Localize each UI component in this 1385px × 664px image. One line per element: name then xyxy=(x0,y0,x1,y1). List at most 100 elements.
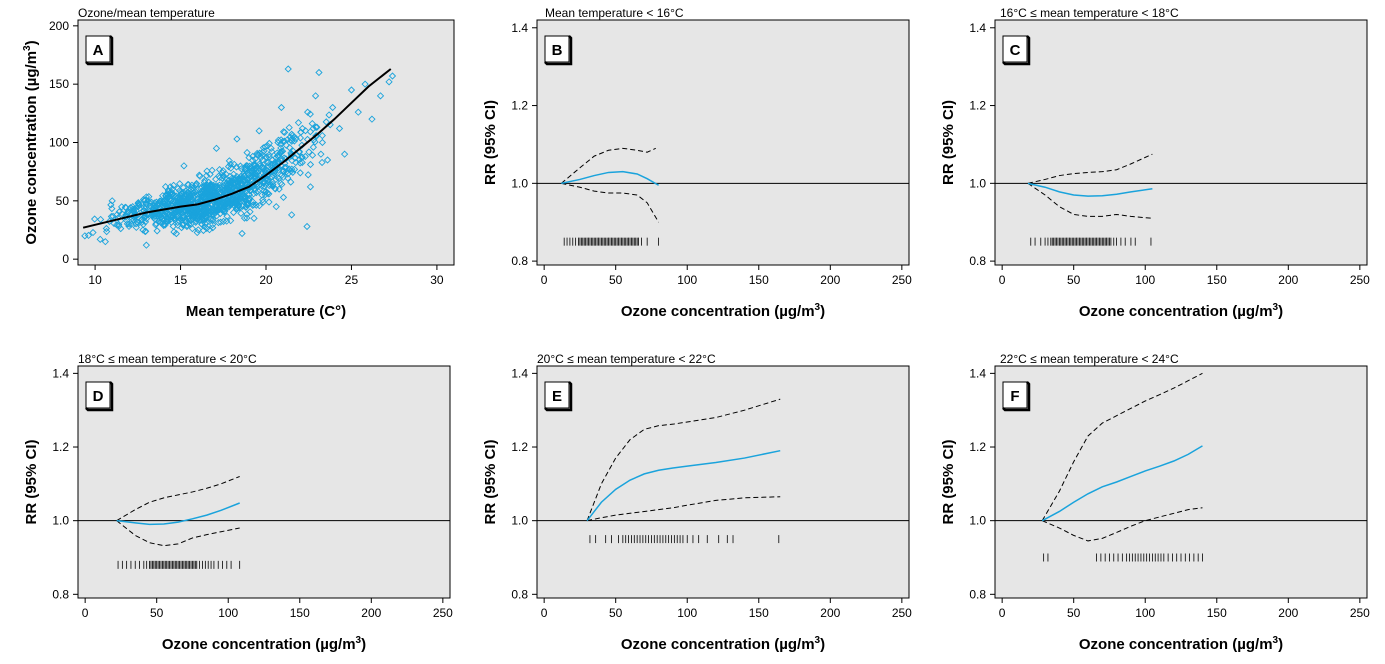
rug-marks xyxy=(589,535,780,544)
panel-letter-label: D xyxy=(85,381,114,412)
scatter-point xyxy=(157,197,165,205)
x-tick-label: 150 xyxy=(749,606,769,620)
scatter-point xyxy=(290,165,299,173)
scatter-point xyxy=(96,235,104,243)
x-tick-label: 200 xyxy=(1278,273,1298,287)
scatter-point xyxy=(213,201,221,210)
scatter-point xyxy=(162,208,171,216)
plot-frame xyxy=(77,19,455,266)
scatter-point xyxy=(169,181,178,189)
scatter-point xyxy=(139,226,147,234)
x-tick-label: 150 xyxy=(1207,606,1227,620)
scatter-point xyxy=(167,188,176,196)
y-tick-label: 1.4 xyxy=(52,366,69,380)
scatter-point xyxy=(188,225,197,233)
scatter-point xyxy=(220,187,228,196)
scatter-point xyxy=(204,183,212,191)
scatter-point xyxy=(121,203,129,211)
x-tick-label: 0 xyxy=(999,606,1006,620)
scatter-point xyxy=(81,232,89,240)
scatter-point xyxy=(150,202,158,210)
scatter-point xyxy=(249,201,257,210)
panel-letter-box xyxy=(544,35,570,63)
scatter-point xyxy=(212,144,221,152)
ci-upper-line xyxy=(1041,372,1203,521)
scatter-point xyxy=(296,134,305,142)
scatter-point xyxy=(239,170,248,178)
scatter-point xyxy=(146,199,154,207)
rr-estimate-line xyxy=(1041,445,1203,522)
ci-lower-line xyxy=(116,520,240,547)
scatter-point xyxy=(185,191,193,199)
x-axis-title: Ozone concentration (µg/m3) xyxy=(621,635,825,653)
panel-title: 18°C ≤ mean temperature < 20°C xyxy=(78,352,257,366)
panel-letter-shadow xyxy=(85,35,114,66)
y-tick-label: 1.0 xyxy=(52,514,69,528)
scatter-point xyxy=(203,224,211,232)
scatter-point xyxy=(291,154,299,162)
scatter-point xyxy=(238,229,246,238)
scatter-point xyxy=(252,161,260,169)
scatter-point xyxy=(179,220,187,228)
scatter-point xyxy=(243,148,251,157)
x-tick-label: 150 xyxy=(1207,273,1227,287)
panel-letter-box xyxy=(1002,35,1028,63)
scatter-point xyxy=(138,215,146,224)
scatter-point xyxy=(361,80,369,88)
panel-letter-label: E xyxy=(544,381,573,412)
scatter-point xyxy=(188,181,196,189)
scatter-point xyxy=(347,86,356,94)
scatter-point xyxy=(202,203,210,211)
scatter-point xyxy=(259,144,268,152)
scatter-point xyxy=(318,138,327,147)
scatter-point xyxy=(142,193,151,201)
x-tick-label: 250 xyxy=(892,606,912,620)
x-tick-label: 100 xyxy=(1135,273,1155,287)
scatter-point xyxy=(196,216,204,224)
ci-lower-line xyxy=(586,496,781,522)
x-tick-label: 50 xyxy=(1067,606,1081,620)
scatter-point xyxy=(200,222,209,231)
scatter-point xyxy=(252,167,260,175)
scatter-point xyxy=(335,124,344,133)
scatter-point xyxy=(203,209,211,217)
smooth-fit-line xyxy=(82,68,392,229)
scatter-point xyxy=(278,147,287,155)
scatter-point xyxy=(142,241,151,249)
panel-a: Ozone/mean temperature A 10 15 20 25 30 0 50 100 1… xyxy=(22,6,455,320)
scatter-point xyxy=(244,175,253,183)
scatter-point xyxy=(213,182,221,190)
scatter-point xyxy=(129,203,137,211)
rr-estimate-line xyxy=(116,502,240,526)
scatter-point xyxy=(274,138,282,147)
scatter-point xyxy=(217,186,226,194)
scatter-point xyxy=(134,219,143,227)
scatter-point xyxy=(232,199,241,207)
scatter-point xyxy=(213,207,222,215)
scatter-point xyxy=(174,184,182,193)
scatter-point xyxy=(258,156,267,164)
panel-title: 20°C ≤ mean temperature < 22°C xyxy=(537,352,716,366)
panel-letter: E xyxy=(552,388,562,405)
y-tick-label: 1.4 xyxy=(969,21,986,35)
x-axis-title: Ozone concentration (µg/m3) xyxy=(1079,302,1283,320)
plot-frame xyxy=(994,19,1368,266)
scatter-point xyxy=(219,187,227,196)
scatter-point xyxy=(178,193,186,202)
scatter-point xyxy=(308,151,317,159)
y-tick-label: 1.0 xyxy=(969,514,986,528)
scatter-point xyxy=(262,187,270,196)
scatter-point xyxy=(208,166,216,175)
scatter-point xyxy=(278,171,286,180)
plot-area xyxy=(995,366,1367,598)
scatter-point xyxy=(199,192,207,200)
scatter-point xyxy=(229,170,238,178)
scatter-point xyxy=(385,78,393,86)
y-tick-label: 200 xyxy=(49,19,69,33)
scatter-point xyxy=(305,148,313,156)
scatter-point xyxy=(115,222,123,230)
ci-upper-line xyxy=(116,476,240,522)
scatter-point xyxy=(127,210,135,219)
plot-area xyxy=(537,20,909,265)
x-tick-label: 200 xyxy=(361,606,381,620)
